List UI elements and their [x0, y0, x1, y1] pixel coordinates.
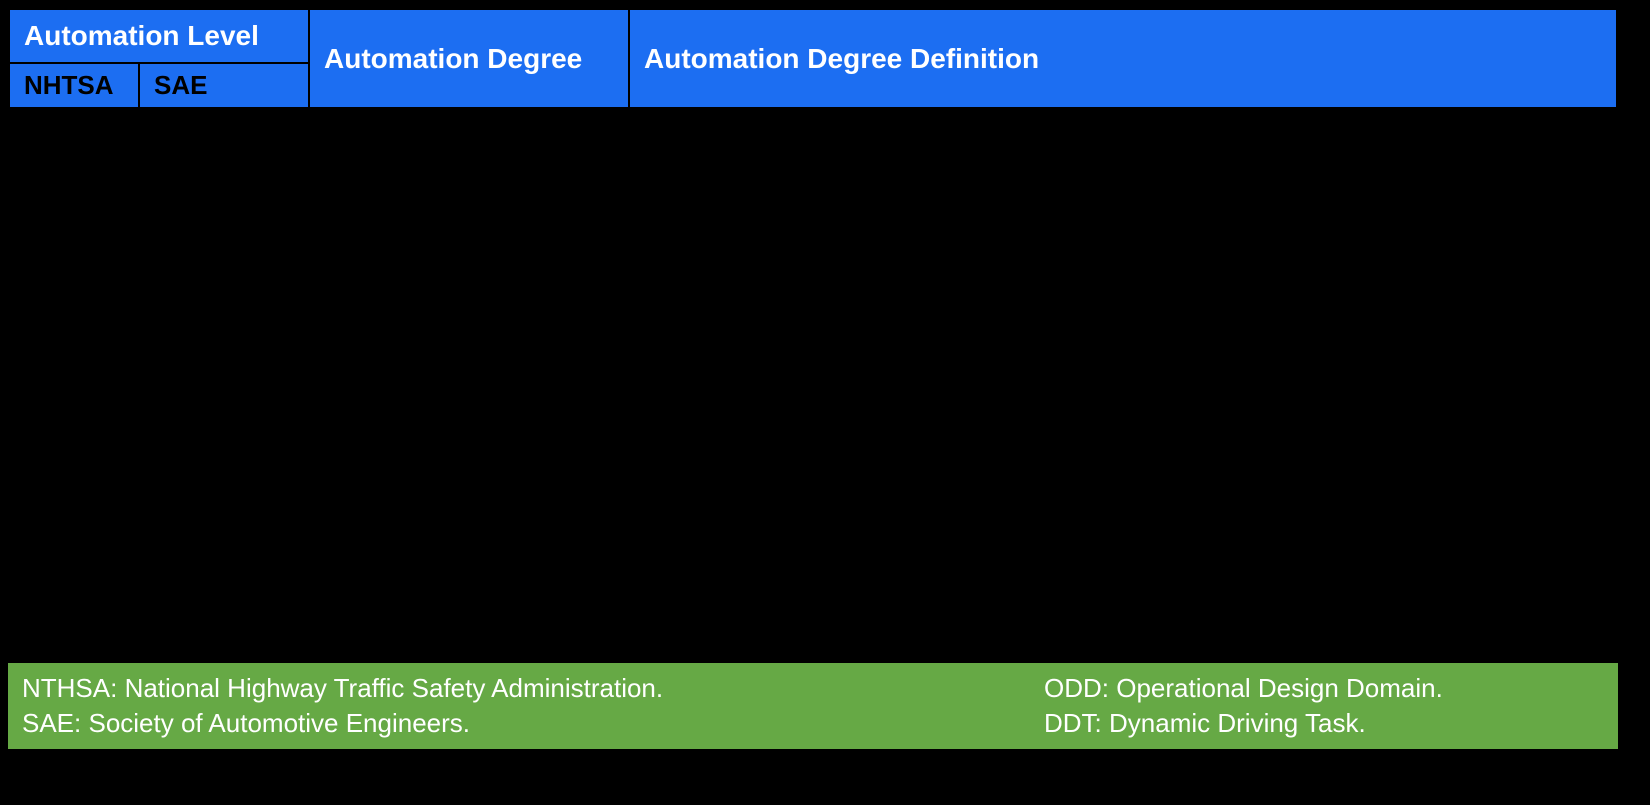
- header-nhtsa: NHTSA: [9, 63, 139, 108]
- legend-ddt: DDT: Dynamic Driving Task.: [1044, 706, 1604, 741]
- legend-sae: SAE: Society of Automotive Engineers.: [22, 706, 1044, 741]
- header-automation-degree: Automation Degree: [309, 9, 629, 108]
- table-body-blackout: [9, 108, 1617, 638]
- header-sae: SAE: [139, 63, 309, 108]
- legend-nhtsa: NTHSA: National Highway Traffic Safety A…: [22, 671, 1044, 706]
- automation-levels-table: Automation Level Automation Degree Autom…: [8, 8, 1618, 638]
- legend-left: NTHSA: National Highway Traffic Safety A…: [22, 671, 1044, 741]
- header-automation-definition: Automation Degree Definition: [629, 9, 1617, 108]
- legend-right: ODD: Operational Design Domain. DDT: Dyn…: [1044, 671, 1604, 741]
- legend-footer: NTHSA: National Highway Traffic Safety A…: [8, 663, 1618, 749]
- table-container: Automation Level Automation Degree Autom…: [8, 8, 1618, 638]
- header-automation-level: Automation Level: [9, 9, 309, 63]
- legend-odd: ODD: Operational Design Domain.: [1044, 671, 1604, 706]
